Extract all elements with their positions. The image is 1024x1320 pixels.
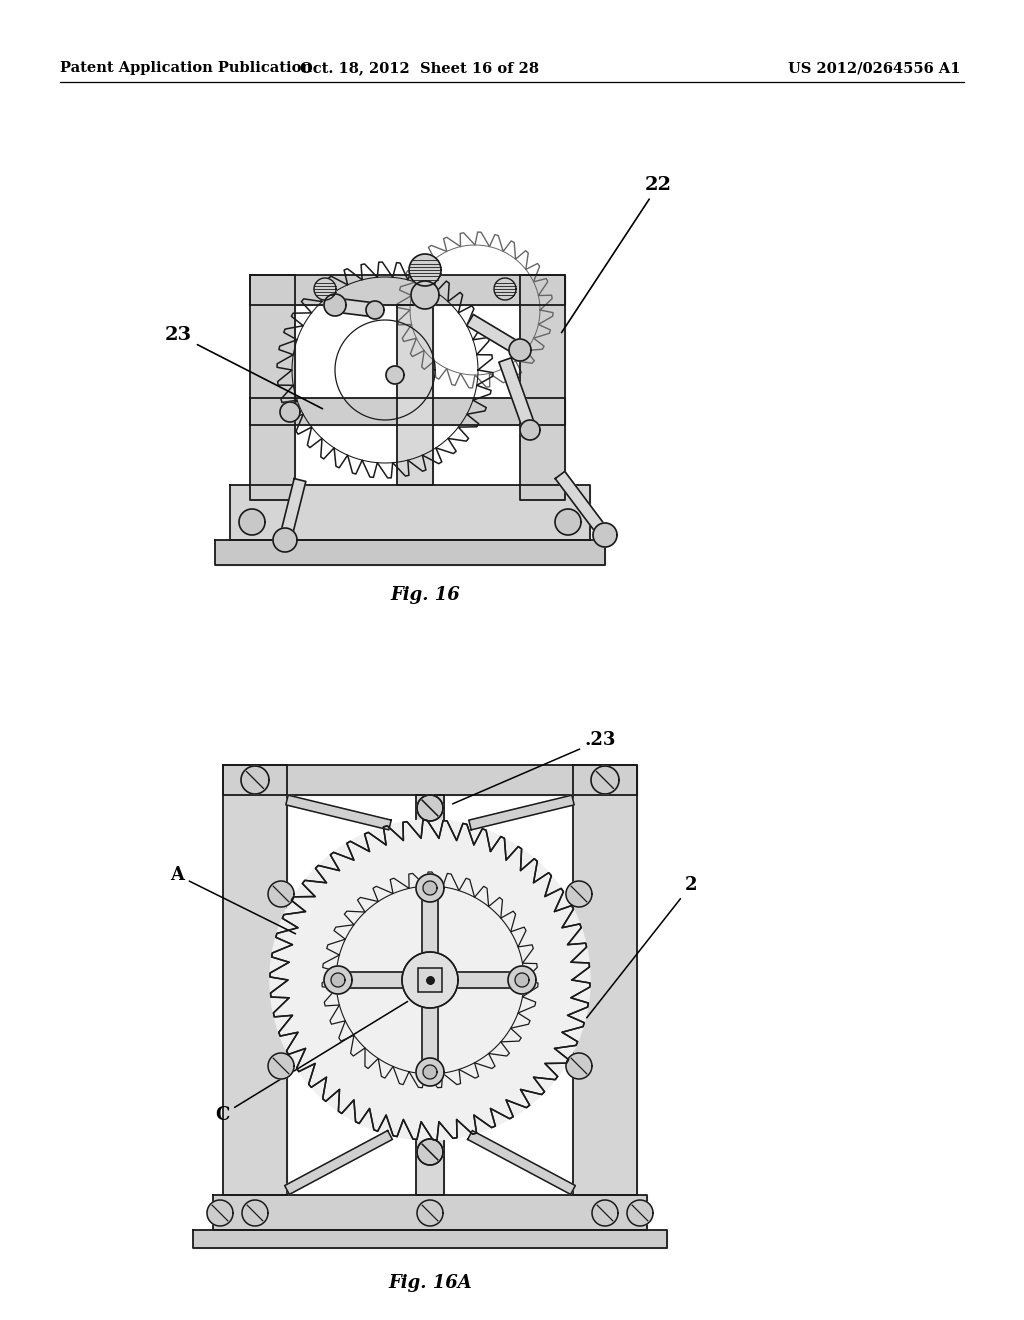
Polygon shape [250,399,565,425]
Text: A: A [170,866,296,933]
Polygon shape [555,471,610,539]
Polygon shape [499,358,537,432]
Polygon shape [416,795,444,1195]
Polygon shape [366,301,384,319]
Polygon shape [285,1131,392,1195]
Polygon shape [280,479,306,541]
Polygon shape [411,281,439,309]
Polygon shape [417,795,443,821]
Polygon shape [566,880,592,907]
Text: Fig. 16A: Fig. 16A [388,1274,472,1292]
Polygon shape [324,294,346,315]
Text: US 2012/0264556 A1: US 2012/0264556 A1 [787,61,961,75]
Polygon shape [314,279,336,300]
Polygon shape [592,1200,618,1226]
Polygon shape [242,1200,268,1226]
Polygon shape [402,952,458,1008]
Polygon shape [468,1131,575,1195]
Polygon shape [515,973,529,987]
Polygon shape [593,523,617,546]
Text: C: C [215,1002,408,1125]
Polygon shape [422,876,438,1082]
Polygon shape [223,766,287,1195]
Polygon shape [250,275,295,500]
Polygon shape [239,510,265,535]
Polygon shape [417,1139,443,1166]
Polygon shape [416,874,444,902]
Text: Oct. 18, 2012  Sheet 16 of 28: Oct. 18, 2012 Sheet 16 of 28 [300,61,540,75]
Polygon shape [566,1053,592,1078]
Polygon shape [423,1065,437,1078]
Polygon shape [193,1230,667,1247]
Polygon shape [417,1139,443,1166]
Polygon shape [494,279,516,300]
Text: Fig. 16: Fig. 16 [390,586,460,605]
Polygon shape [334,298,376,317]
Polygon shape [268,880,294,907]
Polygon shape [286,795,391,830]
Polygon shape [331,973,345,987]
Polygon shape [250,275,565,305]
Polygon shape [270,820,590,1140]
Polygon shape [467,314,523,355]
Polygon shape [417,1200,443,1226]
Polygon shape [268,1053,294,1078]
Polygon shape [230,484,590,540]
Polygon shape [402,952,458,1008]
Polygon shape [215,540,605,565]
Polygon shape [409,253,441,286]
Polygon shape [280,403,300,422]
Polygon shape [591,766,618,795]
Polygon shape [509,339,531,360]
Polygon shape [416,1059,444,1086]
Polygon shape [273,528,297,552]
Polygon shape [223,766,637,795]
Polygon shape [573,766,637,1195]
Polygon shape [417,795,443,821]
Bar [418,968,442,993]
Polygon shape [327,972,534,987]
Polygon shape [469,795,574,830]
Polygon shape [423,880,437,895]
Polygon shape [520,420,540,440]
Polygon shape [520,275,565,500]
Polygon shape [555,510,581,535]
Polygon shape [207,1200,233,1226]
Text: 22: 22 [561,176,672,333]
Polygon shape [213,1195,647,1230]
Text: 2: 2 [587,876,697,1018]
Text: 23: 23 [165,326,323,409]
Text: .23: .23 [453,731,616,804]
Polygon shape [324,966,352,994]
Polygon shape [508,966,536,994]
Polygon shape [241,766,269,795]
Text: Patent Application Publication: Patent Application Publication [60,61,312,75]
Polygon shape [397,305,433,484]
Polygon shape [627,1200,653,1226]
Polygon shape [386,366,404,384]
